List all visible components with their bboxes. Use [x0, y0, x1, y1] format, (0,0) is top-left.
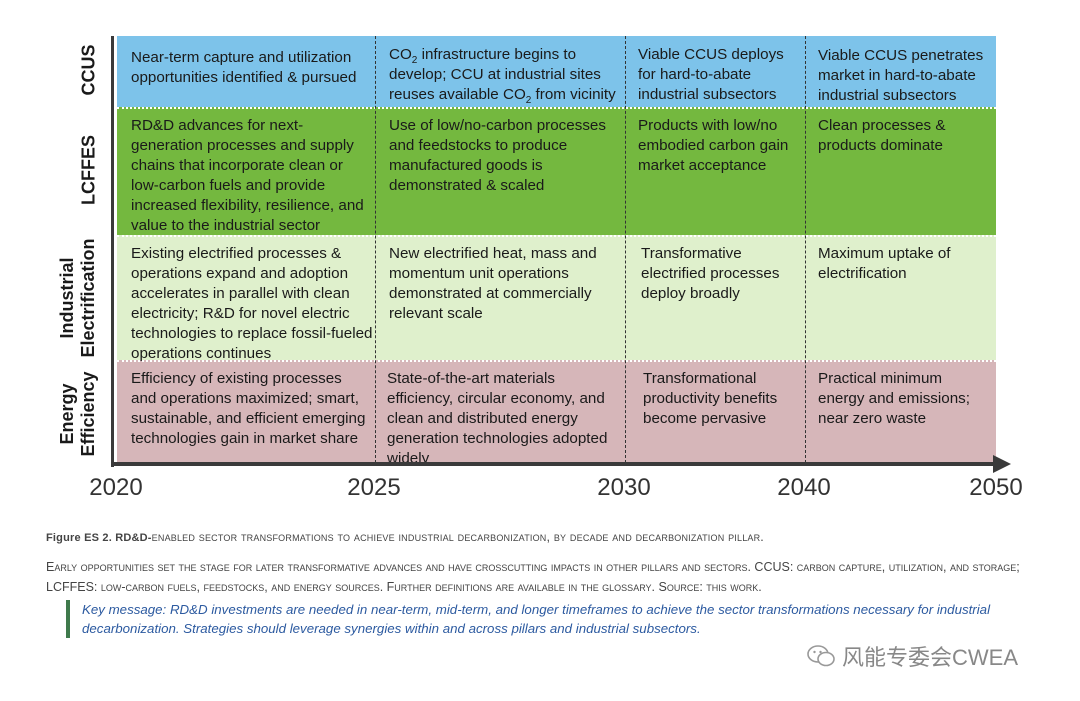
cell-lcffes-2025: Use of low/no-carbon processes and feeds…	[389, 117, 606, 194]
row-divider	[117, 235, 996, 237]
roadmap-grid: Near-term capture and utilization opport…	[117, 36, 996, 467]
row-label-lcffes: LCFFES	[78, 135, 99, 205]
figure-caption: Figure ES 2. RD&D-enabled sector transfo…	[46, 530, 764, 544]
row-label-energy-efficiency: Energy Efficiency	[57, 371, 99, 456]
divider-2040	[805, 36, 806, 463]
row-label-line: Electrification	[78, 238, 98, 358]
figure-description: Early opportunities set the stage for la…	[46, 560, 1020, 594]
row-label-line: Energy	[57, 383, 77, 445]
wechat-icon	[807, 645, 835, 667]
watermark: 风能专委会CWEA	[806, 640, 1018, 672]
cell-lcffes-2030: Products with low/no embodied carbon gai…	[638, 117, 789, 174]
cell-electrification-2040: Maximum uptake of electrification	[818, 245, 951, 282]
row-label-line: Efficiency	[78, 371, 98, 457]
cell-ccus-2025: CO2 infrastructure begins to develop; CC…	[389, 46, 616, 107]
row-energy-efficiency	[117, 360, 996, 463]
cell-ccus-2030: Viable CCUS deploys for hard-to-abate in…	[638, 46, 784, 103]
row-label-industrial-electrification: Industrial Electrification	[57, 238, 99, 357]
cell-ccus-2040: Viable CCUS penetrates market in hard-to…	[818, 47, 984, 104]
year-2025: 2025	[347, 474, 401, 501]
divider-2025	[375, 36, 376, 463]
row-divider	[117, 360, 996, 362]
y-axis-line	[111, 36, 114, 467]
row-label-line: Industrial	[57, 257, 77, 339]
watermark-text: 风能专委会CWEA	[842, 645, 1019, 670]
key-message: Key message: RD&D investments are needed…	[66, 600, 1042, 638]
year-2040: 2040	[777, 474, 831, 501]
row-lcffes	[117, 107, 996, 235]
year-2020: 2020	[89, 474, 143, 501]
year-2050: 2050	[969, 474, 1023, 501]
figure-caption-text: enabled sector transformations to achiev…	[151, 530, 764, 544]
cell-lcffes-2040: Clean processes & products dominate	[818, 117, 946, 154]
row-industrial-electrification	[117, 235, 996, 360]
figure-caption-lead: Figure ES 2. RD&D-	[46, 532, 152, 544]
cell-efficiency-2020: Efficiency of existing processes and ope…	[131, 370, 366, 447]
cell-electrification-2020: Existing electrified processes & operati…	[131, 245, 373, 362]
cell-efficiency-2030: Transformational productivity benefits b…	[643, 370, 778, 427]
timeline-axis	[111, 462, 995, 466]
cell-electrification-2030: Transformative electrified processes dep…	[641, 245, 780, 302]
cell-electrification-2025: New electrified heat, mass and momentum …	[389, 245, 597, 322]
row-ccus	[117, 36, 996, 107]
timeline-arrow-icon	[993, 455, 1011, 473]
cell-efficiency-2040: Practical minimum energy and emissions; …	[818, 370, 970, 427]
year-2030: 2030	[597, 474, 651, 501]
cell-ccus-2020: Near-term capture and utilization opport…	[131, 49, 357, 86]
row-label-ccus: CCUS	[78, 44, 99, 96]
divider-2030	[625, 36, 626, 463]
row-divider	[117, 107, 996, 109]
cell-lcffes-2020: RD&D advances for next-generation proces…	[131, 117, 364, 234]
cell-efficiency-2025: State-of-the-art materials efficiency, c…	[387, 370, 608, 467]
